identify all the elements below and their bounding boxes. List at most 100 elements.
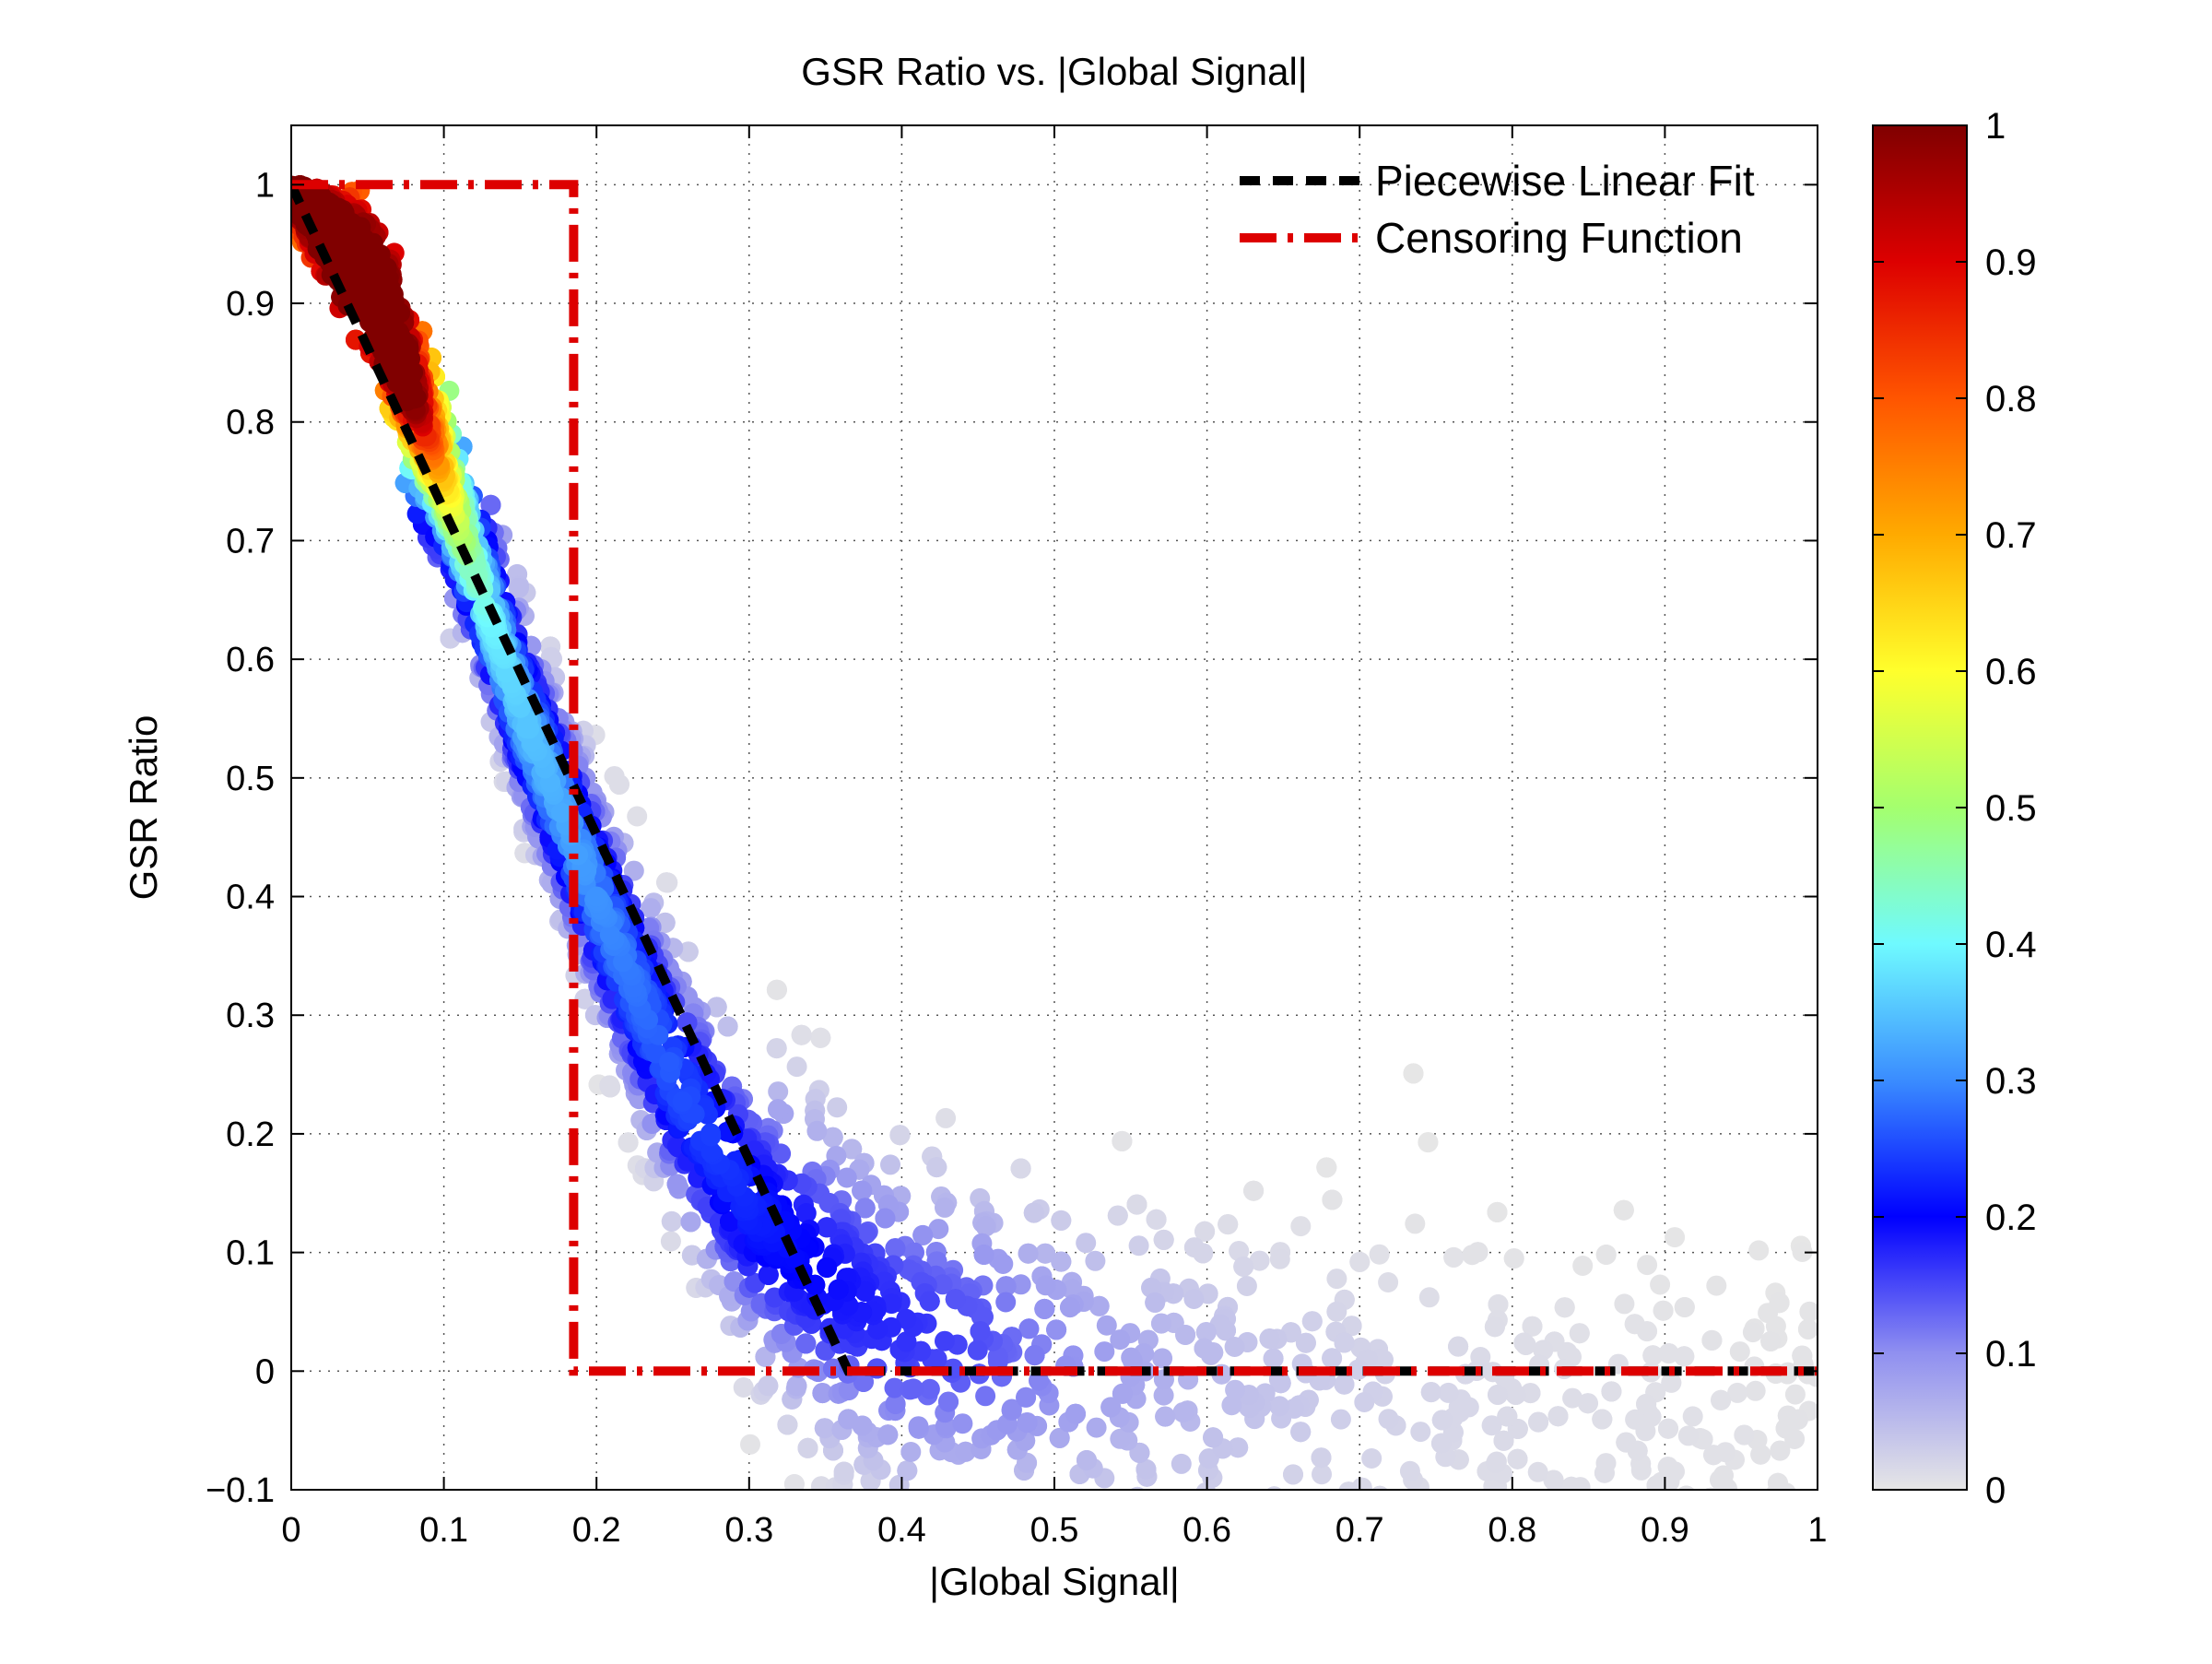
- scatter-point: [1262, 1489, 1282, 1509]
- scatter-point: [1462, 1245, 1482, 1265]
- scatter-point: [1405, 1213, 1425, 1233]
- scatter-point: [1775, 1509, 1795, 1529]
- scatter-point: [1698, 1534, 1718, 1554]
- scatter-point: [1467, 1527, 1488, 1547]
- scatter-point: [880, 1154, 900, 1174]
- scatter-point: [1065, 1404, 1086, 1424]
- scatter-point: [1453, 1562, 1474, 1582]
- scatter-point: [1675, 1297, 1695, 1317]
- scatter-point: [1225, 1380, 1245, 1400]
- scatter-point: [1400, 1461, 1420, 1481]
- scatter-point: [700, 1127, 721, 1147]
- scatter-point: [1145, 1292, 1165, 1313]
- scatter-point: [662, 1211, 682, 1232]
- scatter-point: [1570, 1323, 1590, 1343]
- scatter-point: [1677, 1486, 1697, 1506]
- scatter-point: [1085, 1251, 1105, 1271]
- scatter-point: [1129, 1235, 1149, 1256]
- scatter-point: [1237, 1276, 1257, 1296]
- scatter-point: [1307, 1641, 1327, 1659]
- scatter-point: [1696, 1585, 1716, 1605]
- scatter-point: [970, 1528, 990, 1548]
- scatter-point: [1779, 1510, 1799, 1530]
- scatter-point: [952, 1413, 972, 1434]
- scatter-point: [1730, 1341, 1750, 1362]
- scatter-point: [897, 1460, 917, 1481]
- scatter-point: [740, 1434, 760, 1455]
- scatter-point: [1555, 1297, 1575, 1317]
- scatter-point: [1194, 1595, 1215, 1615]
- scatter-point: [1467, 1527, 1488, 1547]
- scatter-point: [852, 1181, 872, 1201]
- scatter-point: [1439, 1383, 1459, 1403]
- scatter-point: [1698, 1534, 1718, 1554]
- scatter-point: [1218, 1214, 1238, 1234]
- scatter-point: [1601, 1381, 1621, 1401]
- scatter-point: [1151, 1513, 1171, 1533]
- scatter-point: [996, 1493, 1017, 1514]
- scatter-point: [1264, 1349, 1284, 1369]
- scatter-point: [935, 1331, 955, 1351]
- scatter-point: [767, 1038, 787, 1058]
- scatter-point: [1686, 1558, 1706, 1578]
- scatter-point: [920, 1292, 940, 1312]
- scatter-point: [1748, 1240, 1769, 1260]
- scatter-point: [1175, 1325, 1195, 1345]
- scatter-point: [1770, 1441, 1790, 1461]
- scatter-point: [1404, 1063, 1424, 1083]
- scatter-point: [1361, 1448, 1382, 1469]
- scatter-point: [1094, 1341, 1114, 1362]
- scatter-point: [912, 1225, 933, 1245]
- scatter-point: [1614, 1200, 1634, 1221]
- scatter-point: [1254, 1494, 1275, 1515]
- scatter-point: [1320, 1491, 1340, 1511]
- scatter-point: [1700, 1514, 1721, 1534]
- scatter-point: [1485, 1316, 1505, 1337]
- scatter-point: [827, 1097, 847, 1117]
- scatter-point: [1409, 1546, 1430, 1566]
- scatter-point: [718, 1017, 738, 1037]
- scatter-point: [1453, 1562, 1474, 1582]
- scatter-point: [673, 1092, 693, 1112]
- scatter-point: [970, 1516, 990, 1537]
- scatter-point: [1776, 1418, 1796, 1438]
- scatter-point: [1254, 1494, 1275, 1515]
- scatter-point: [1805, 1586, 1825, 1606]
- scatter-point: [1516, 1335, 1536, 1355]
- scatter-point: [681, 1211, 701, 1232]
- scatter-point: [1798, 1319, 1818, 1339]
- scatter-point: [1352, 1478, 1372, 1498]
- scatter-point: [1320, 1491, 1340, 1511]
- scatter-point: [1309, 1489, 1329, 1509]
- scatter-point: [1760, 1331, 1781, 1351]
- scatter-point: [1135, 1495, 1155, 1516]
- scatter-point: [1548, 1406, 1569, 1426]
- scatter-point: [798, 1438, 818, 1458]
- scatter-point: [995, 1292, 1016, 1313]
- scatter-point: [1536, 1599, 1557, 1619]
- scatter-point: [1700, 1514, 1721, 1534]
- scatter-point: [1139, 1492, 1159, 1512]
- scatter-point: [1233, 1257, 1253, 1277]
- scatter-point: [1209, 1566, 1230, 1587]
- scatter-point: [1320, 1491, 1340, 1511]
- scatter-point: [1805, 1586, 1825, 1606]
- scatter-point: [1077, 1450, 1097, 1470]
- scatter-point: [875, 1209, 895, 1229]
- scatter-point: [768, 1081, 788, 1102]
- scatter-point: [1653, 1301, 1674, 1321]
- scatter-point: [1686, 1558, 1706, 1578]
- scatter-point: [1193, 1243, 1213, 1263]
- scatter-point: [1487, 1452, 1507, 1472]
- scatter-point: [1717, 1503, 1737, 1523]
- scatter-point: [1508, 1449, 1528, 1469]
- scatter-point: [1698, 1534, 1718, 1554]
- scatter-point: [1650, 1275, 1670, 1295]
- scatter-point: [968, 1340, 988, 1361]
- scatter-point: [1254, 1494, 1275, 1515]
- scatter-point: [1155, 1407, 1175, 1427]
- scatter-point: [935, 1198, 955, 1218]
- scatter-point: [1243, 1181, 1264, 1201]
- scatter-point: [1194, 1339, 1215, 1359]
